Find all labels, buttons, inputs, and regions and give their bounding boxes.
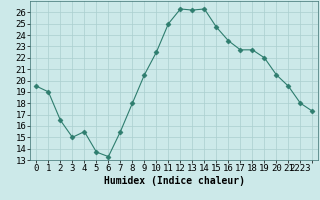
X-axis label: Humidex (Indice chaleur): Humidex (Indice chaleur) [104,176,245,186]
